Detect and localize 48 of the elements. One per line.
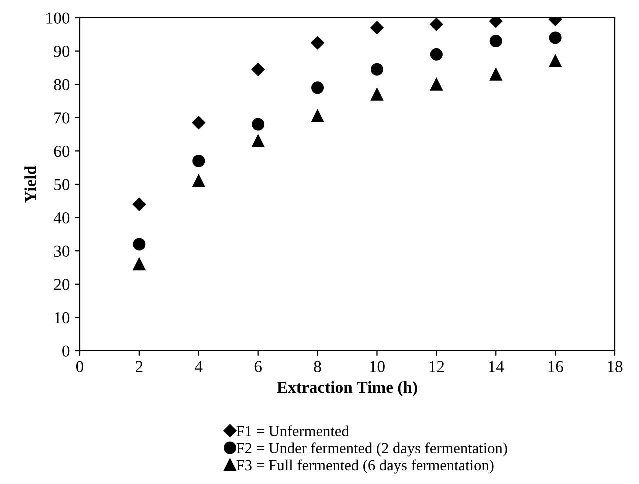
legend-label: F2 = Under fermented (2 days fermentation) (236, 442, 508, 457)
y-tick-label: 90 (54, 46, 70, 58)
x-tick-label: 10 (370, 361, 385, 372)
y-tick-label: 0 (62, 346, 70, 357)
point (192, 154, 206, 168)
point (430, 48, 443, 61)
point (370, 21, 384, 35)
point (430, 78, 443, 91)
x-axis-title: Extraction Time (h) (277, 381, 418, 397)
x-tick-label: 16 (548, 361, 564, 372)
y-tick-label: 50 (54, 179, 70, 190)
point (549, 55, 562, 68)
y-tick-label: 30 (54, 246, 70, 258)
y-tick-label: 40 (54, 212, 70, 224)
y-tick-label: 100 (46, 12, 70, 24)
point (312, 110, 324, 122)
y-axis-title: Yield (24, 166, 36, 203)
x-tick-label: 6 (254, 361, 262, 372)
x-tick-label: 14 (489, 361, 504, 372)
point (490, 35, 502, 48)
y-tick-label: 20 (54, 279, 70, 290)
point (252, 118, 265, 131)
point (430, 18, 444, 32)
y-tick-label: 10 (55, 312, 70, 324)
x-tick-label: 8 (314, 361, 322, 372)
x-tick-label: 0 (76, 361, 84, 372)
point (370, 88, 384, 101)
point (133, 258, 146, 271)
point (133, 238, 146, 251)
point (252, 63, 265, 76)
y-tick-label: 80 (54, 79, 70, 91)
legend-label: F1 = Unfermented (236, 426, 350, 436)
point (549, 32, 562, 44)
point (312, 82, 324, 94)
point (132, 198, 146, 212)
x-tick-label: 2 (136, 361, 143, 372)
x-tick-label: 12 (430, 361, 444, 372)
point (192, 116, 206, 130)
legend-label: F3 = Full fermented (6 days fermentation) (236, 460, 494, 474)
point (490, 68, 502, 81)
x-tick-label: 4 (195, 361, 203, 372)
point (370, 63, 384, 76)
y-tick-label: 60 (54, 146, 70, 158)
point (252, 134, 265, 148)
point (192, 174, 206, 188)
x-tick-label: 18 (608, 361, 623, 372)
point (311, 36, 324, 50)
y-tick-label: 70 (54, 112, 70, 124)
